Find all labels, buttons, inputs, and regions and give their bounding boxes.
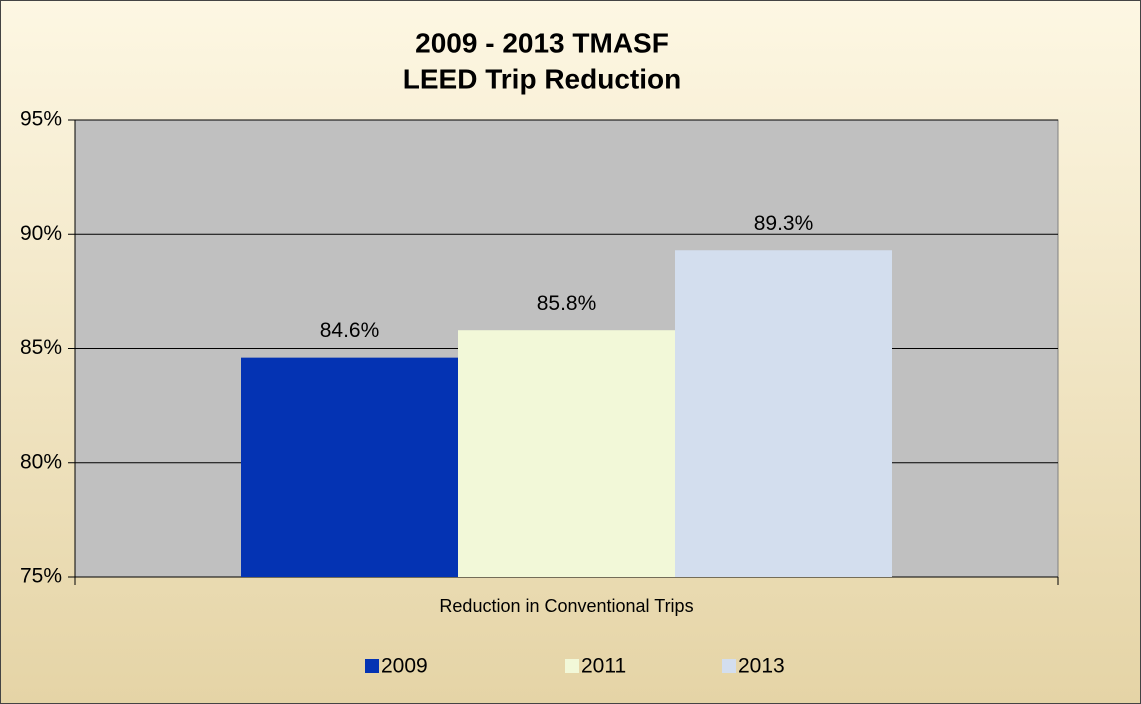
- bar: [675, 250, 892, 577]
- legend-swatch: [365, 659, 379, 673]
- value-label: 84.6%: [320, 319, 380, 342]
- legend-swatch: [565, 659, 579, 673]
- y-tick-label: 90%: [20, 222, 62, 245]
- y-tick-label: 85%: [20, 336, 62, 359]
- y-tick-label: 75%: [20, 565, 62, 588]
- legend-label: 2013: [738, 655, 785, 678]
- legend-label: 2009: [381, 655, 428, 678]
- y-tick-label: 80%: [20, 450, 62, 473]
- value-label: 85.8%: [537, 292, 597, 315]
- legend-swatch: [722, 659, 736, 673]
- value-label: 89.3%: [754, 212, 814, 235]
- legend-label: 2011: [581, 655, 626, 678]
- chart-title: LEED Trip Reduction: [403, 63, 681, 94]
- chart-title: 2009 - 2013 TMASF: [415, 27, 669, 58]
- x-tick-label: Reduction in Conventional Trips: [439, 596, 693, 616]
- bar: [458, 330, 675, 577]
- y-tick-label: 95%: [20, 108, 62, 131]
- bar: [241, 357, 458, 577]
